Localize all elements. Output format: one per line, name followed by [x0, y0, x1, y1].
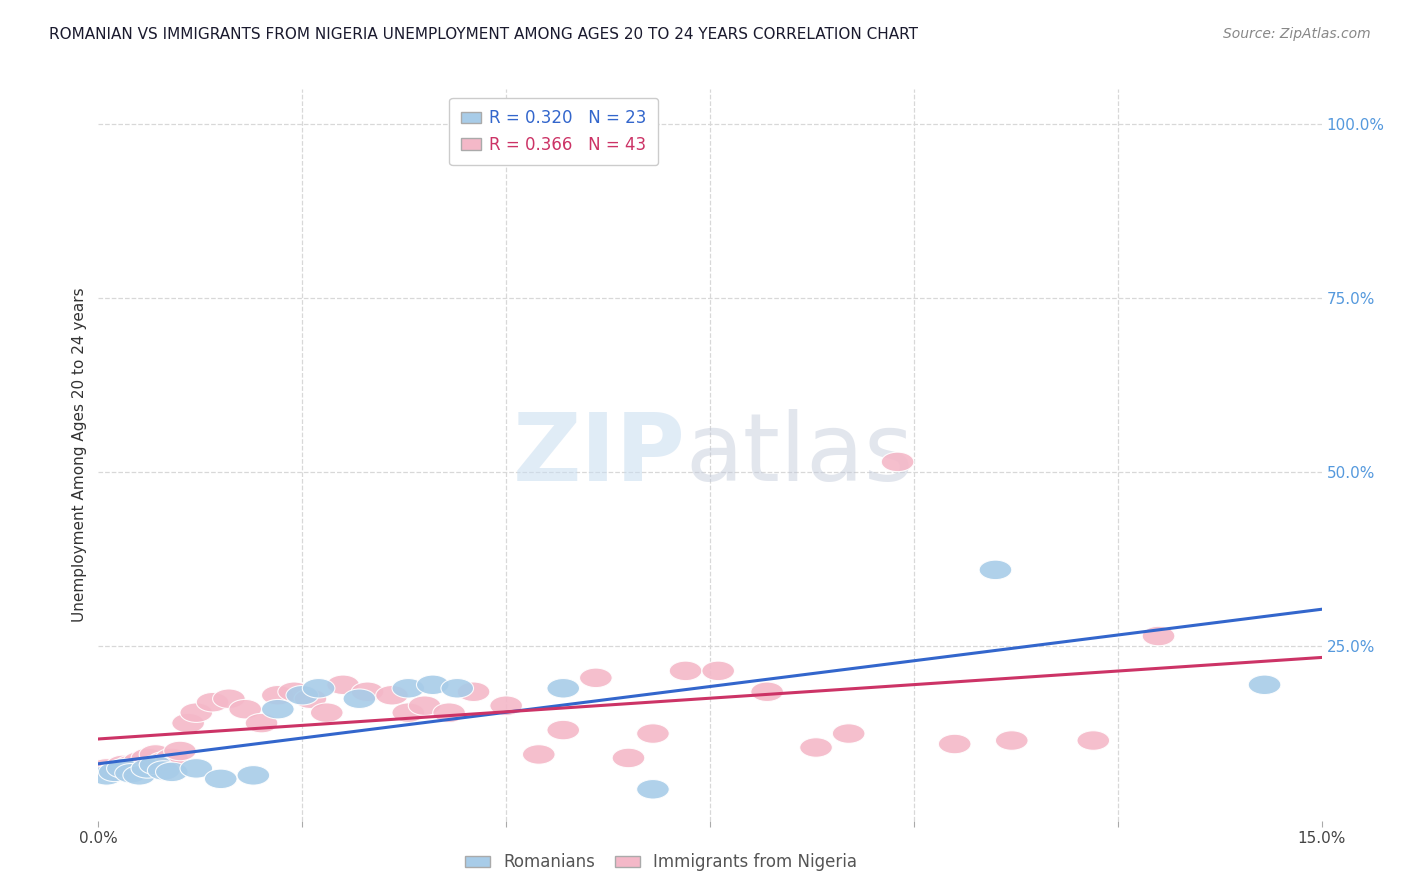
Ellipse shape — [311, 703, 343, 723]
Ellipse shape — [392, 703, 425, 723]
Legend: Romanians, Immigrants from Nigeria: Romanians, Immigrants from Nigeria — [458, 847, 865, 878]
Ellipse shape — [751, 682, 783, 701]
Ellipse shape — [131, 758, 163, 778]
Ellipse shape — [139, 745, 172, 764]
Ellipse shape — [979, 560, 1012, 580]
Ellipse shape — [433, 703, 465, 723]
Ellipse shape — [90, 765, 122, 785]
Ellipse shape — [523, 745, 555, 764]
Ellipse shape — [547, 721, 579, 739]
Ellipse shape — [148, 761, 180, 780]
Text: atlas: atlas — [686, 409, 914, 501]
Text: ROMANIAN VS IMMIGRANTS FROM NIGERIA UNEMPLOYMENT AMONG AGES 20 TO 24 YEARS CORRE: ROMANIAN VS IMMIGRANTS FROM NIGERIA UNEM… — [49, 27, 918, 42]
Ellipse shape — [163, 741, 197, 761]
Ellipse shape — [1249, 675, 1281, 695]
Ellipse shape — [302, 679, 335, 698]
Ellipse shape — [416, 675, 449, 695]
Ellipse shape — [122, 752, 156, 772]
Ellipse shape — [702, 661, 734, 681]
Ellipse shape — [245, 714, 278, 733]
Ellipse shape — [172, 714, 204, 733]
Ellipse shape — [669, 661, 702, 681]
Ellipse shape — [637, 780, 669, 799]
Ellipse shape — [204, 769, 238, 789]
Ellipse shape — [457, 682, 489, 701]
Ellipse shape — [995, 731, 1028, 750]
Ellipse shape — [115, 756, 148, 774]
Ellipse shape — [392, 679, 425, 698]
Ellipse shape — [98, 762, 131, 781]
Ellipse shape — [122, 765, 156, 785]
Ellipse shape — [832, 723, 865, 743]
Ellipse shape — [156, 748, 188, 768]
Ellipse shape — [352, 682, 384, 701]
Ellipse shape — [238, 765, 270, 785]
Ellipse shape — [197, 692, 229, 712]
Ellipse shape — [148, 752, 180, 772]
Ellipse shape — [1142, 626, 1175, 646]
Ellipse shape — [612, 748, 645, 768]
Ellipse shape — [343, 689, 375, 708]
Ellipse shape — [98, 762, 131, 781]
Ellipse shape — [938, 734, 972, 754]
Text: Source: ZipAtlas.com: Source: ZipAtlas.com — [1223, 27, 1371, 41]
Ellipse shape — [1077, 731, 1109, 750]
Ellipse shape — [441, 679, 474, 698]
Ellipse shape — [90, 758, 122, 778]
Ellipse shape — [294, 689, 326, 708]
Ellipse shape — [212, 689, 245, 708]
Ellipse shape — [882, 452, 914, 472]
Ellipse shape — [800, 738, 832, 757]
Ellipse shape — [547, 679, 579, 698]
Ellipse shape — [326, 675, 360, 695]
Ellipse shape — [262, 685, 294, 705]
Ellipse shape — [375, 685, 408, 705]
Ellipse shape — [180, 703, 212, 723]
Ellipse shape — [489, 696, 523, 715]
Ellipse shape — [107, 756, 139, 774]
Ellipse shape — [180, 758, 212, 778]
Y-axis label: Unemployment Among Ages 20 to 24 years: Unemployment Among Ages 20 to 24 years — [72, 287, 87, 623]
Ellipse shape — [637, 723, 669, 743]
Ellipse shape — [115, 764, 148, 783]
Ellipse shape — [262, 699, 294, 719]
Ellipse shape — [229, 699, 262, 719]
Ellipse shape — [278, 682, 311, 701]
Ellipse shape — [139, 756, 172, 774]
Ellipse shape — [408, 696, 441, 715]
Ellipse shape — [579, 668, 612, 688]
Ellipse shape — [156, 762, 188, 781]
Text: ZIP: ZIP — [513, 409, 686, 501]
Ellipse shape — [285, 685, 319, 705]
Ellipse shape — [131, 748, 163, 768]
Ellipse shape — [107, 758, 139, 778]
